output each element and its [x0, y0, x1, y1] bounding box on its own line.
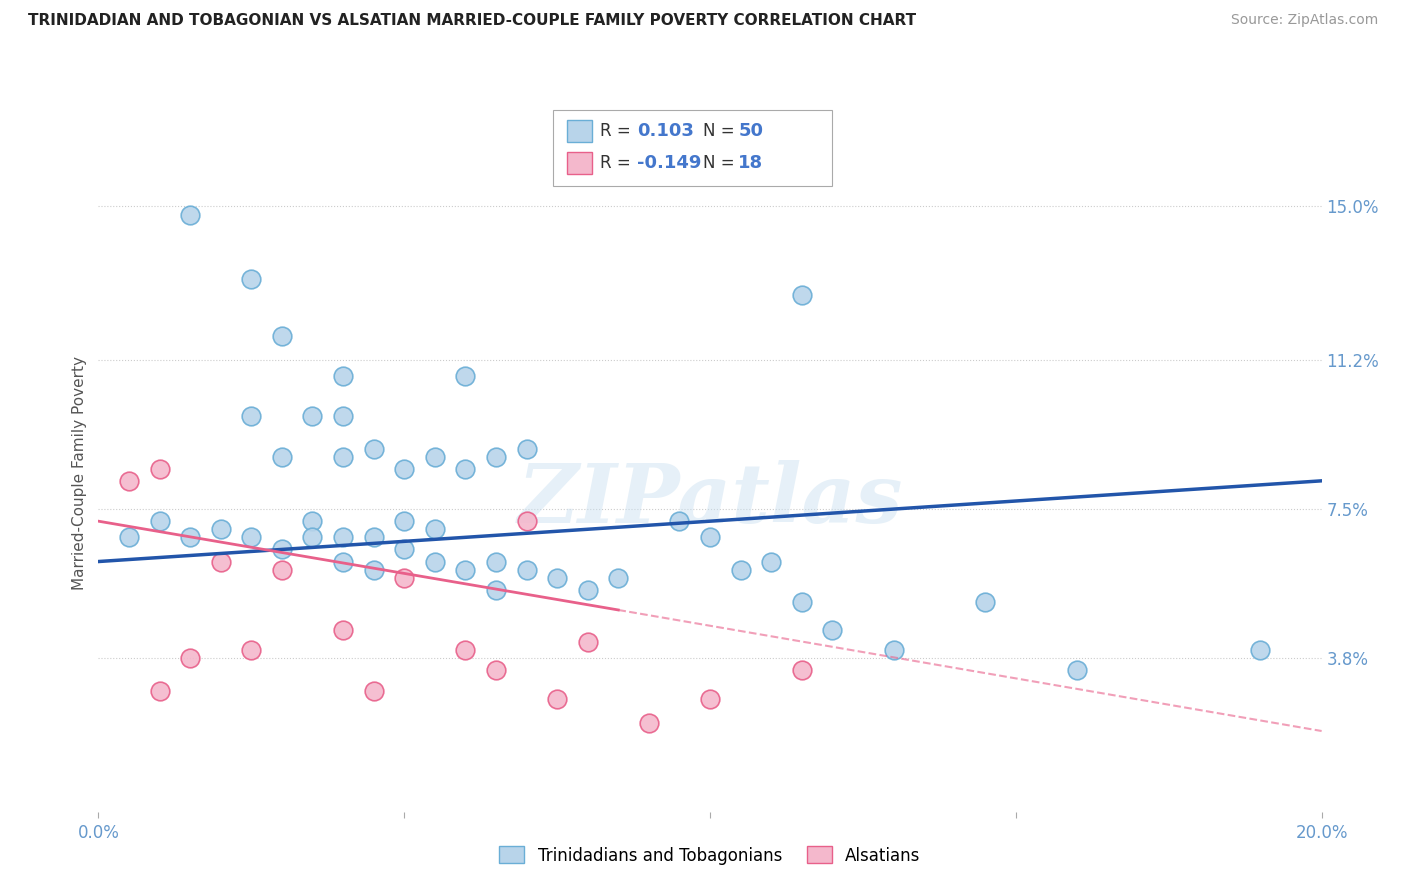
Point	[516, 442, 538, 456]
Point	[179, 651, 201, 665]
Point	[240, 409, 263, 424]
Point	[485, 450, 508, 464]
Point	[576, 635, 599, 649]
Point	[485, 582, 508, 597]
Point	[179, 530, 201, 544]
Point	[974, 595, 997, 609]
Point	[1066, 664, 1088, 678]
Point	[118, 474, 141, 488]
Point	[301, 409, 323, 424]
Text: N =: N =	[703, 122, 740, 140]
Point	[179, 207, 201, 221]
Text: -0.149: -0.149	[637, 154, 702, 172]
Point	[454, 643, 477, 657]
Point	[149, 683, 172, 698]
Text: R =: R =	[600, 122, 637, 140]
Point	[423, 522, 446, 536]
Text: 0.103: 0.103	[637, 122, 693, 140]
Point	[668, 514, 690, 528]
Point	[516, 563, 538, 577]
Point	[790, 288, 813, 302]
Point	[332, 409, 354, 424]
Point	[209, 555, 232, 569]
Point	[363, 563, 385, 577]
Text: R =: R =	[600, 154, 637, 172]
Y-axis label: Married-Couple Family Poverty: Married-Couple Family Poverty	[72, 356, 87, 590]
Point	[423, 450, 446, 464]
Text: Source: ZipAtlas.com: Source: ZipAtlas.com	[1230, 13, 1378, 28]
Point	[883, 643, 905, 657]
Point	[240, 643, 263, 657]
Point	[821, 623, 844, 637]
Point	[332, 530, 354, 544]
Point	[699, 530, 721, 544]
Point	[516, 514, 538, 528]
Point	[392, 542, 416, 557]
Point	[301, 514, 323, 528]
Point	[546, 571, 568, 585]
Point	[209, 522, 232, 536]
Point	[1249, 643, 1271, 657]
Point	[332, 450, 354, 464]
Point	[240, 530, 263, 544]
Point	[332, 368, 354, 383]
Point	[332, 623, 354, 637]
Point	[149, 514, 172, 528]
Point	[332, 555, 354, 569]
Point	[730, 563, 752, 577]
Point	[759, 555, 782, 569]
Point	[699, 691, 721, 706]
Point	[485, 555, 508, 569]
Point	[270, 328, 292, 343]
Point	[301, 530, 323, 544]
Legend: Trinidadians and Tobagonians, Alsatians: Trinidadians and Tobagonians, Alsatians	[492, 839, 928, 871]
Point	[270, 450, 292, 464]
Text: TRINIDADIAN AND TOBAGONIAN VS ALSATIAN MARRIED-COUPLE FAMILY POVERTY CORRELATION: TRINIDADIAN AND TOBAGONIAN VS ALSATIAN M…	[28, 13, 917, 29]
Point	[790, 595, 813, 609]
Point	[363, 530, 385, 544]
Point	[423, 555, 446, 569]
Point	[363, 442, 385, 456]
Point	[607, 571, 630, 585]
Point	[790, 664, 813, 678]
Point	[454, 368, 477, 383]
Point	[392, 571, 416, 585]
Text: N =: N =	[703, 154, 740, 172]
Point	[637, 715, 661, 730]
Point	[392, 514, 416, 528]
Point	[485, 664, 508, 678]
Point	[149, 461, 172, 475]
Point	[454, 461, 477, 475]
Point	[546, 691, 568, 706]
Point	[118, 530, 141, 544]
Point	[454, 563, 477, 577]
Point	[270, 542, 292, 557]
Text: 18: 18	[738, 154, 763, 172]
Text: 50: 50	[738, 122, 763, 140]
Point	[392, 461, 416, 475]
Point	[270, 563, 292, 577]
Point	[576, 582, 599, 597]
Point	[363, 683, 385, 698]
Point	[240, 272, 263, 286]
Text: ZIPatlas: ZIPatlas	[517, 460, 903, 540]
